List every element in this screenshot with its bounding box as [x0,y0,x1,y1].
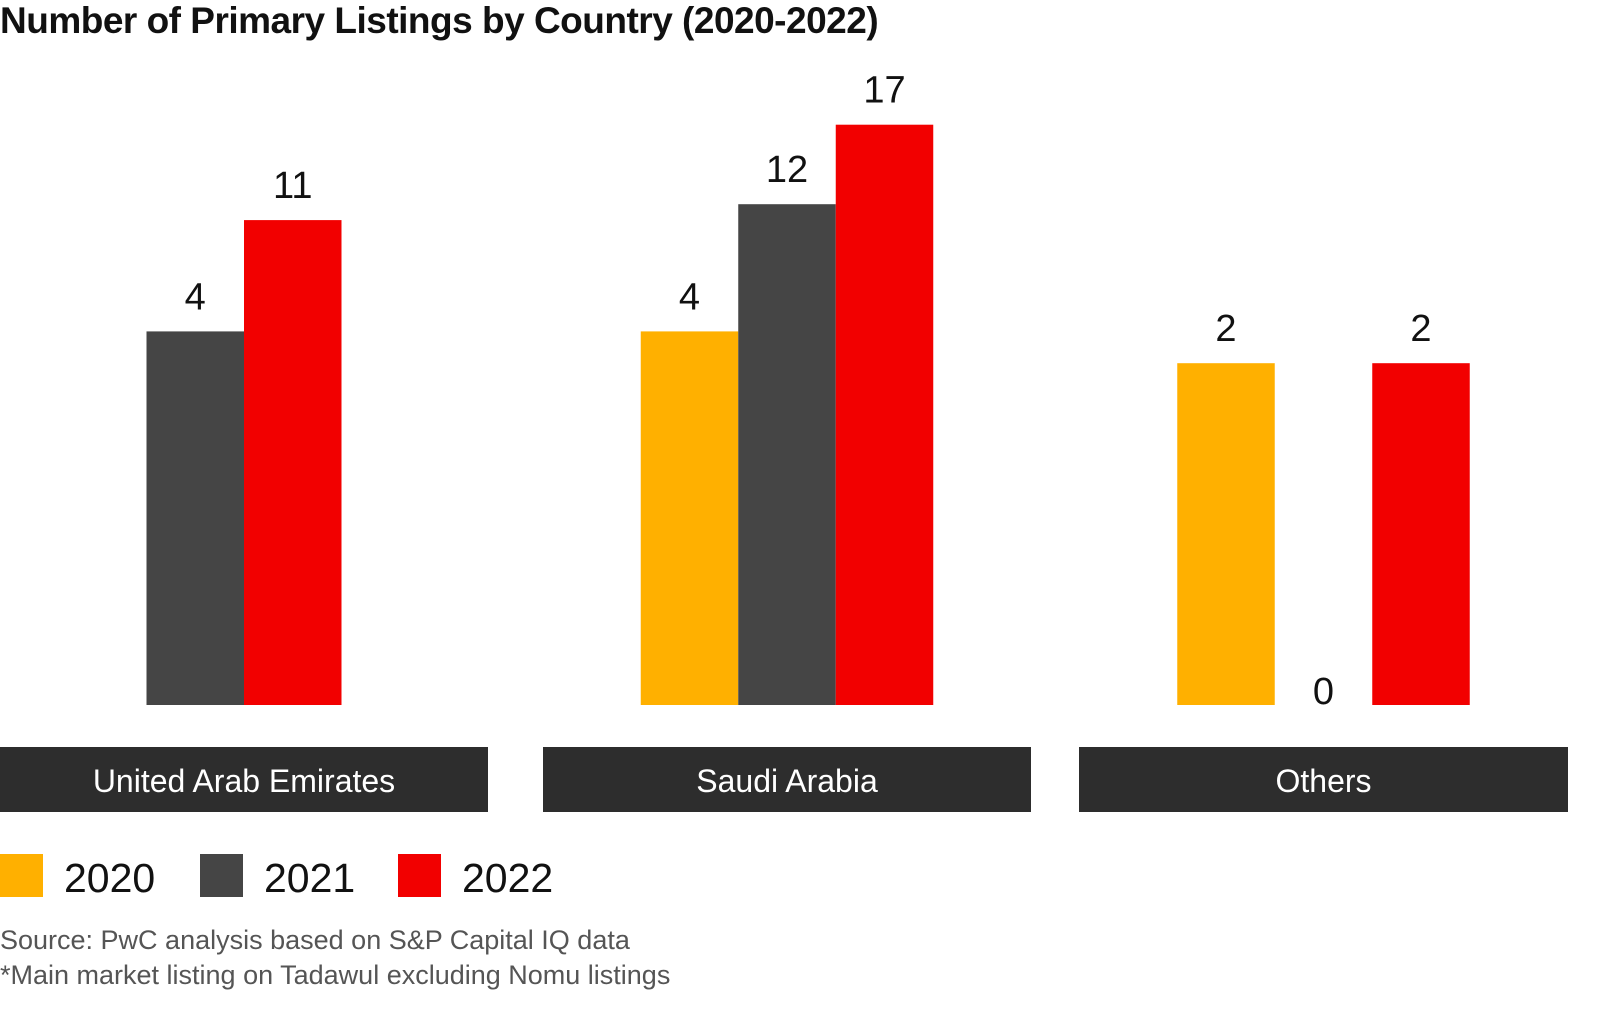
legend-swatch-2021 [200,854,243,897]
legend-swatch-2020 [0,854,43,897]
data-label: 12 [766,149,808,191]
data-label: 4 [185,276,206,318]
chart-title: Number of Primary Listings by Country (2… [0,0,879,41]
data-label: 17 [863,70,905,112]
bar-saudi-arabia-2022 [835,124,934,705]
category-box [1079,747,1568,812]
bar-saudi-arabia-2020 [640,331,739,705]
category-box [543,747,1031,812]
bar-united-arab-emirates-2021 [146,331,244,705]
category-label: Saudi Arabia [696,763,878,799]
data-label: 4 [679,276,700,318]
bar-others-2022 [1372,363,1470,705]
legend-label: 2021 [264,855,355,901]
category-label: United Arab Emirates [93,763,395,799]
legend-swatch-2022 [398,854,441,897]
footnote: *Main market listing on Tadawul excludin… [0,960,671,990]
source-note: Source: PwC analysis based on S&P Capita… [0,925,630,955]
bar-others-2020 [1177,363,1275,705]
bar-saudi-arabia-2021 [738,204,836,705]
category-label: Others [1275,763,1371,799]
category-box [0,747,488,812]
bar-united-arab-emirates-2022 [244,220,342,705]
legend-label: 2022 [462,855,553,901]
legend-label: 2020 [64,855,155,901]
data-label: 11 [273,165,312,207]
data-label: 2 [1410,308,1431,350]
data-label: 2 [1215,308,1236,350]
data-label: 0 [1313,671,1334,713]
